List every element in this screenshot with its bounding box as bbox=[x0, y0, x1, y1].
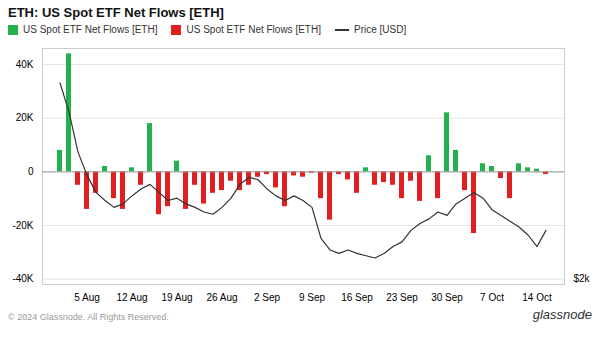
svg-text:14 Oct: 14 Oct bbox=[522, 292, 552, 303]
svg-text:2 Sep: 2 Sep bbox=[254, 292, 281, 303]
html-text:ETH: US Spot ETF Net Flows [ET: ETH: US Spot ETF Net Flows [ETH] bbox=[8, 5, 224, 20]
html-text:US Spot ETF Net Flows [ETH]: US Spot ETF Net Flows [ETH] bbox=[23, 24, 158, 35]
svg-text:7 Oct: 7 Oct bbox=[480, 292, 504, 303]
html-text:glassnode: glassnode bbox=[532, 307, 592, 322]
svg-text:16 Sep: 16 Sep bbox=[341, 292, 373, 303]
svg-text:23 Sep: 23 Sep bbox=[386, 292, 418, 303]
svg-text:12 Aug: 12 Aug bbox=[116, 292, 147, 303]
svg-text:$2k: $2k bbox=[574, 273, 591, 284]
svg-text:-20K: -20K bbox=[12, 220, 33, 231]
svg-text:20K: 20K bbox=[16, 112, 34, 123]
html-text:Price [USD]: Price [USD] bbox=[354, 24, 407, 35]
svg-text:40K: 40K bbox=[16, 59, 34, 70]
svg-text:5 Aug: 5 Aug bbox=[74, 292, 100, 303]
svg-text:0: 0 bbox=[28, 166, 34, 177]
html-text:US Spot ETF Net Flows [ETH]: US Spot ETF Net Flows [ETH] bbox=[186, 24, 321, 35]
svg-text:9 Sep: 9 Sep bbox=[299, 292, 326, 303]
svg-text:26 Aug: 26 Aug bbox=[206, 292, 237, 303]
html-text:© 2024 Glassnode. All Rights R: © 2024 Glassnode. All Rights Reserved. bbox=[8, 312, 169, 322]
svg-text:30 Sep: 30 Sep bbox=[431, 292, 463, 303]
svg-text:-40K: -40K bbox=[12, 273, 33, 284]
svg-text:19 Aug: 19 Aug bbox=[161, 292, 192, 303]
